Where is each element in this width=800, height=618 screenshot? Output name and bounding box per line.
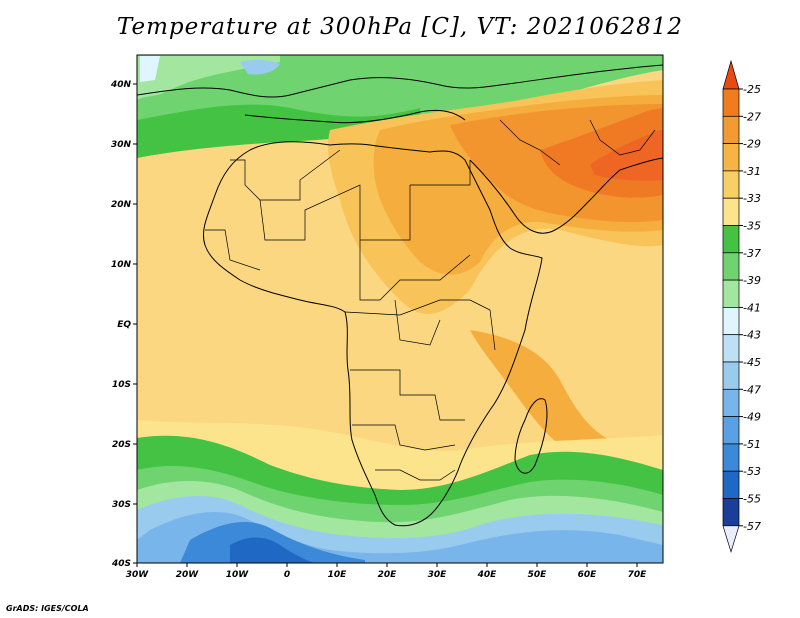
field-north-blue-patch <box>240 59 280 75</box>
colorbar-label: -25 <box>743 83 761 96</box>
lon-tick-label: 20E <box>378 570 398 580</box>
colorbar-label: -27 <box>743 110 761 123</box>
lat-tick-label: 30N <box>111 140 132 150</box>
border-segment <box>352 424 456 451</box>
colorbar-swatch <box>722 416 740 445</box>
colorbar-swatch <box>722 143 740 172</box>
arabia-coastline <box>469 157 663 234</box>
colorbar-swatch <box>722 307 740 336</box>
field-south-darkest-blue <box>230 537 315 563</box>
africa-coastline <box>202 141 543 527</box>
colorbar-label: -31 <box>743 165 761 178</box>
grads-credit: GrADS: IGES/COLA <box>6 604 89 613</box>
country-borders <box>205 119 656 481</box>
lon-tick-label: 40E <box>477 570 498 580</box>
border-segment <box>350 369 465 421</box>
colorbar-label: -57 <box>743 520 761 533</box>
colorbar: -25 -27 -29 -31 -33 -35 -37 -39 -41 -43 -45 -47 -49 -… <box>722 59 761 553</box>
colorbar-swatch <box>722 388 740 417</box>
colorbar-swatch <box>722 334 740 363</box>
colorbar-swatch <box>722 197 740 226</box>
colorbar-label: -35 <box>743 220 761 233</box>
plot-frame <box>136 54 664 564</box>
chart-title: Temperature at 300hPa [C], VT: 202106281… <box>116 14 684 40</box>
field-warm-25 <box>590 130 663 181</box>
border-segment <box>344 299 496 351</box>
colorbar-label: -29 <box>743 138 761 151</box>
madagascar-coastline <box>514 398 548 474</box>
lon-tick-label: 10W <box>226 570 250 580</box>
mediterranean-coastline <box>244 109 466 124</box>
colorbar-swatch <box>722 225 740 254</box>
colorbar-bottom-arrow <box>722 525 740 553</box>
lon-tick-label: 60E <box>578 570 598 580</box>
europe-coastline <box>137 64 663 98</box>
temperature-field <box>137 55 663 563</box>
colorbar-label: -55 <box>743 493 761 506</box>
colorbar-label: -49 <box>743 411 761 424</box>
lon-tick-label: 30E <box>428 570 448 580</box>
field-north-dark-green <box>137 104 420 158</box>
colorbar-swatch <box>722 498 740 527</box>
lat-tick-label: 10N <box>111 260 132 270</box>
lat-tick-label: 30S <box>112 500 131 510</box>
colorbar-label: -39 <box>743 274 761 287</box>
border-segment <box>589 119 656 156</box>
border-segment <box>375 469 456 481</box>
latitude-axis: 40N 30N 20N 10N EQ 10S 20S 30S 40S <box>110 80 137 569</box>
field-north-pale-patch <box>140 56 160 82</box>
colorbar-label: -37 <box>743 247 761 260</box>
lat-tick-label: 40S <box>111 559 131 569</box>
colorbar-label: -33 <box>743 192 761 205</box>
colorbar-label: -45 <box>743 356 761 369</box>
lat-tick-label: 20S <box>112 440 131 450</box>
field-east-warm-tongue <box>470 330 610 445</box>
colorbar-label: -53 <box>743 465 761 478</box>
lon-tick-label: 70E <box>628 570 648 580</box>
lat-tick-label: EQ <box>117 320 131 330</box>
border-segment <box>394 299 441 346</box>
colorbar-label: -47 <box>743 383 761 396</box>
longitude-axis: 30W 20W 10W 0 10E 20E 30E 40E 50E 60E 70E <box>126 563 648 580</box>
colorbar-label: -43 <box>743 329 761 342</box>
colorbar-swatch <box>722 470 740 499</box>
border-segment <box>410 160 471 186</box>
coastlines <box>137 64 663 527</box>
border-segment <box>359 240 471 301</box>
colorbar-top-arrow <box>722 59 740 90</box>
colorbar-swatch <box>722 115 740 144</box>
border-segment <box>205 229 261 271</box>
lat-tick-label: 10S <box>112 380 131 390</box>
border-segment <box>499 119 561 166</box>
colorbar-swatch <box>722 252 740 281</box>
colorbar-swatch <box>722 279 740 308</box>
colorbar-swatch <box>722 443 740 472</box>
colorbar-label: -51 <box>743 438 761 451</box>
border-segment <box>259 184 411 241</box>
lon-tick-label: 30W <box>126 570 150 580</box>
lon-tick-label: 20W <box>176 570 200 580</box>
colorbar-swatch <box>722 361 740 390</box>
lat-tick-label: 20N <box>111 200 132 210</box>
colorbar-label: -41 <box>743 301 761 314</box>
colorbar-swatch <box>722 88 740 117</box>
colorbar-swatch <box>722 170 740 199</box>
lat-tick-label: 40N <box>110 80 132 90</box>
lon-tick-label: 10E <box>328 570 348 580</box>
lon-tick-label: 50E <box>528 570 548 580</box>
lon-tick-label: 0 <box>284 570 290 580</box>
